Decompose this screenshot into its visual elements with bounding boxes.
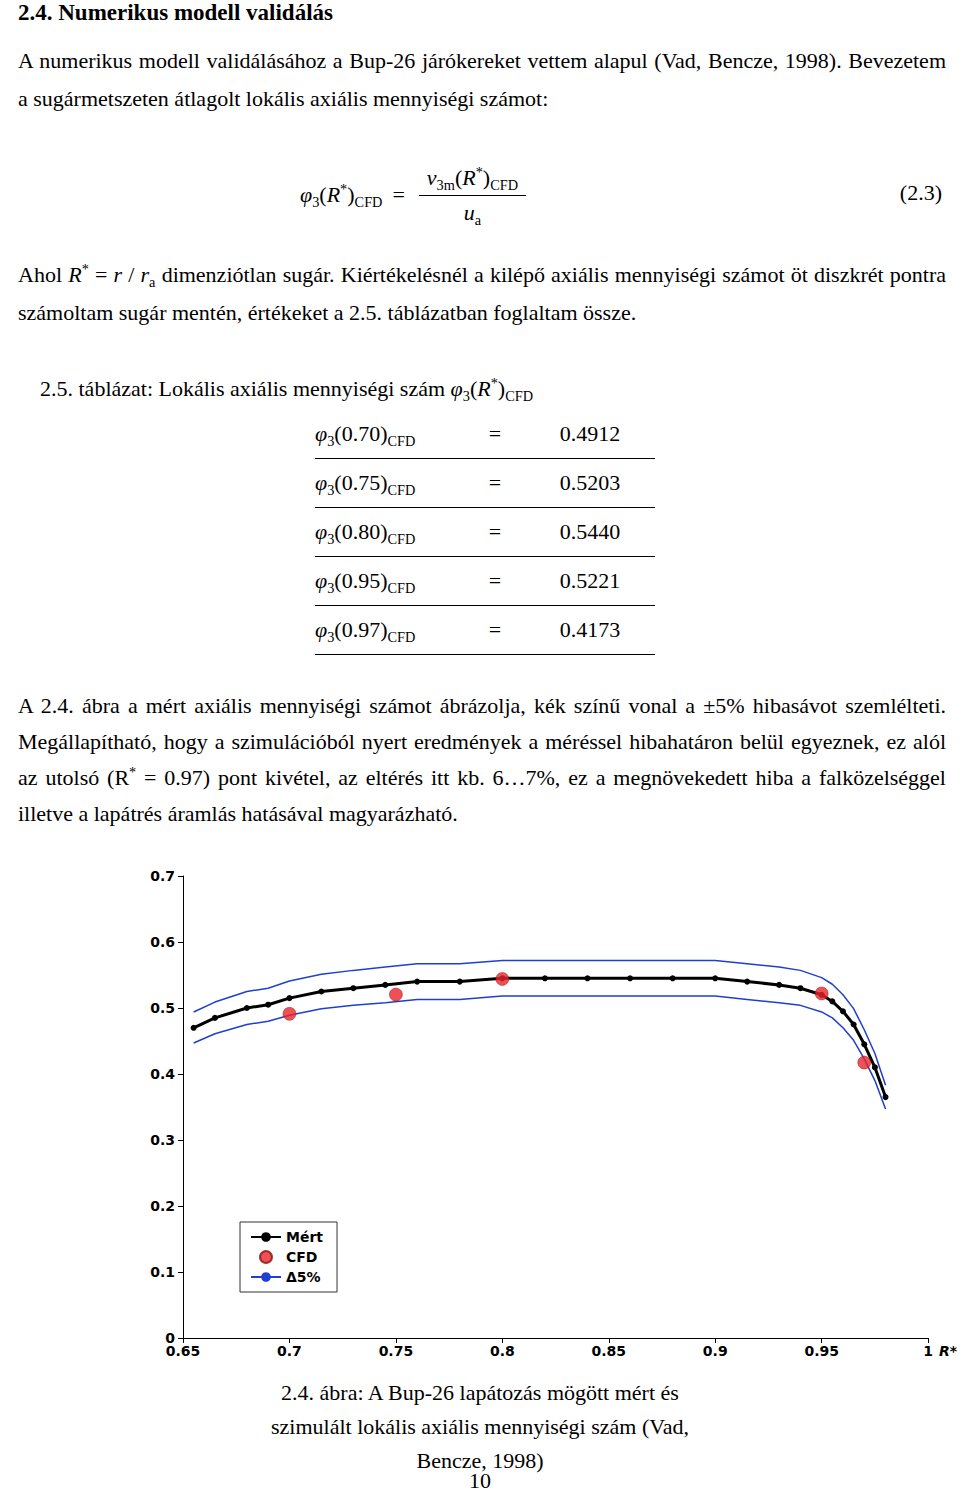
svg-text:0.7: 0.7 [150, 868, 175, 884]
html-text:v3m(R*)CFD: v3m(R*)CFD [426, 163, 518, 193]
html-text:φ3(0.95)CFD: φ3(0.95)CFD [315, 568, 416, 597]
svg-text:0.7: 0.7 [277, 1343, 302, 1359]
html-text:2.5. táblázat: Lokális axiális: 2.5. táblázat: Lokális axiális mennyiség… [40, 374, 533, 405]
html-text:0.5440: 0.5440 [559, 519, 621, 544]
html-text:0.4173: 0.4173 [559, 617, 621, 642]
html-text:0.5203: 0.5203 [559, 470, 621, 495]
svg-text:0.4: 0.4 [150, 1066, 175, 1082]
svg-text:Δ5%: Δ5% [286, 1269, 321, 1285]
html-text:2.4. Numerikus modell validálá: 2.4. Numerikus modell validálás [18, 0, 333, 25]
html-text:φ3(0.80)CFD: φ3(0.80)CFD [315, 519, 416, 548]
html-text:φ3(0.75)CFD: φ3(0.75)CFD [315, 470, 416, 499]
svg-text:0.85: 0.85 [592, 1343, 627, 1359]
svg-text:0: 0 [165, 1330, 175, 1346]
html-text:10: 10 [469, 1468, 491, 1493]
svg-text:0.5: 0.5 [150, 1000, 175, 1016]
svg-text:0.9: 0.9 [703, 1343, 728, 1359]
svg-text:0.6: 0.6 [150, 934, 175, 950]
svg-text:0.65: 0.65 [166, 1343, 201, 1359]
svg-text:0.8: 0.8 [490, 1343, 515, 1359]
html-text:0.4912: 0.4912 [559, 421, 621, 446]
svg-text:Mért: Mért [286, 1229, 323, 1245]
html-text:A numerikus modell validálásáh: A numerikus modell validálásához a Bup-2… [18, 48, 946, 111]
html-text:φ3(R*)CFD: φ3(R*)CFD [300, 180, 383, 211]
html-text:φ3(0.70)CFD: φ3(0.70)CFD [315, 421, 416, 450]
html-text:Ahol R*= r / radimenziótlan su: Ahol R*= r / radimenziótlan sugár. Kiért… [18, 260, 946, 325]
svg-text:0.3: 0.3 [150, 1132, 175, 1148]
svg-text:0.2: 0.2 [150, 1198, 175, 1214]
html-text:2.4. ábra: A Bup-26 lapátozás: 2.4. ábra: A Bup-26 lapátozás mögött mér… [271, 1380, 689, 1473]
html-text:φ3(0.97)CFD: φ3(0.97)CFD [315, 617, 416, 646]
html-text:0.5221: 0.5221 [559, 568, 621, 593]
html-text:(2.3): (2.3) [899, 180, 942, 205]
html-text:ua: ua [463, 199, 482, 228]
svg-text:0.1: 0.1 [150, 1264, 175, 1280]
html-text:A 2.4. ábra a mért axiális men: A 2.4. ábra a mért axiális mennyiségi sz… [18, 693, 946, 826]
svg-text:0.75: 0.75 [379, 1343, 414, 1359]
svg-text:CFD: CFD [286, 1249, 317, 1265]
svg-text:R*: R* [939, 1343, 958, 1359]
svg-text:1: 1 [923, 1343, 933, 1359]
svg-text:0.95: 0.95 [804, 1343, 839, 1359]
